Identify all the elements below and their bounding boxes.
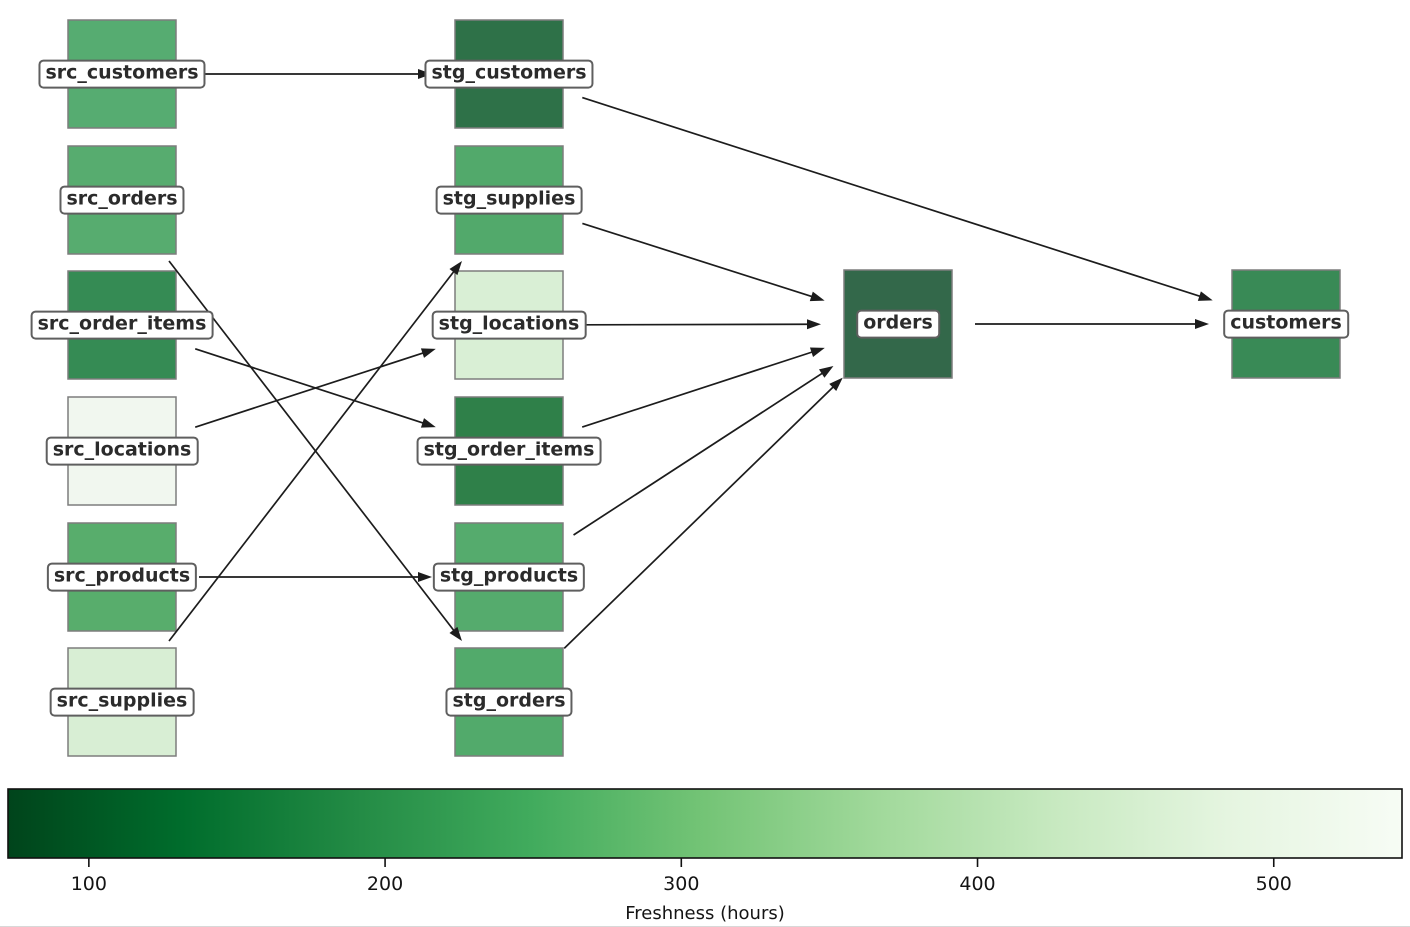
colorbar-layer bbox=[7, 788, 1403, 867]
arrowhead-stg_orders-orders bbox=[829, 377, 843, 392]
node-label-customers: customers bbox=[1223, 309, 1349, 339]
colorbar-tick-label-500: 500 bbox=[1255, 873, 1292, 895]
arrowhead-src_products-stg_products bbox=[418, 572, 432, 582]
colorbar-tick-label-300: 300 bbox=[663, 873, 700, 895]
edge-src_orders-stg_orders bbox=[168, 260, 457, 634]
edge-src_order_items-stg_order_items bbox=[194, 348, 427, 425]
colorbar-axis-label: Freshness (hours) bbox=[625, 903, 785, 924]
edge-src_supplies-stg_supplies bbox=[168, 268, 457, 642]
arrowhead-stg_products-orders bbox=[818, 365, 834, 378]
colorbar-bar bbox=[7, 788, 1403, 859]
node-label-stg_locations: stg_locations bbox=[431, 310, 587, 340]
node-label-orders: orders bbox=[856, 309, 940, 339]
node-label-src_supplies: src_supplies bbox=[49, 687, 195, 717]
colorbar-tick-label-400: 400 bbox=[959, 873, 996, 895]
arrowhead-orders-customers bbox=[1195, 319, 1209, 329]
arrowhead-stg_customers-customers bbox=[1197, 291, 1213, 301]
node-label-src_products: src_products bbox=[46, 562, 198, 592]
edge-stg_supplies-orders bbox=[582, 222, 816, 299]
arrowhead-src_supplies-stg_supplies bbox=[449, 260, 462, 276]
node-label-stg_order_items: stg_order_items bbox=[416, 436, 602, 466]
node-label-stg_orders: stg_orders bbox=[445, 687, 573, 717]
arrowhead-stg_locations-orders bbox=[806, 319, 822, 330]
node-label-stg_products: stg_products bbox=[432, 562, 586, 592]
node-label-stg_supplies: stg_supplies bbox=[435, 185, 583, 215]
arrowhead-src_locations-stg_locations bbox=[420, 348, 436, 358]
colorbar-tick-label-100: 100 bbox=[70, 873, 107, 895]
node-label-src_order_items: src_order_items bbox=[30, 310, 214, 340]
arrowhead-stg_order_items-orders bbox=[809, 347, 825, 357]
edge-stg_locations-orders bbox=[585, 323, 812, 326]
edge-stg_customers-customers bbox=[582, 96, 1204, 299]
edge-stg_products-orders bbox=[573, 370, 826, 536]
arrowhead-src_orders-stg_orders bbox=[449, 626, 462, 642]
edge-src_locations-stg_locations bbox=[194, 351, 427, 428]
edge-stg_orders-orders bbox=[563, 384, 837, 649]
edge-layer bbox=[168, 69, 1213, 649]
edge-stg_order_items-orders bbox=[581, 350, 816, 428]
arrowhead-stg_supplies-orders bbox=[809, 291, 825, 302]
node-label-stg_customers: stg_customers bbox=[424, 59, 594, 89]
node-label-src_orders: src_orders bbox=[59, 185, 185, 215]
colorbar-tick-label-200: 200 bbox=[366, 873, 404, 895]
node-label-src_customers: src_customers bbox=[38, 59, 206, 89]
node-label-src_locations: src_locations bbox=[45, 436, 199, 466]
arrowhead-src_order_items-stg_order_items bbox=[420, 418, 436, 428]
